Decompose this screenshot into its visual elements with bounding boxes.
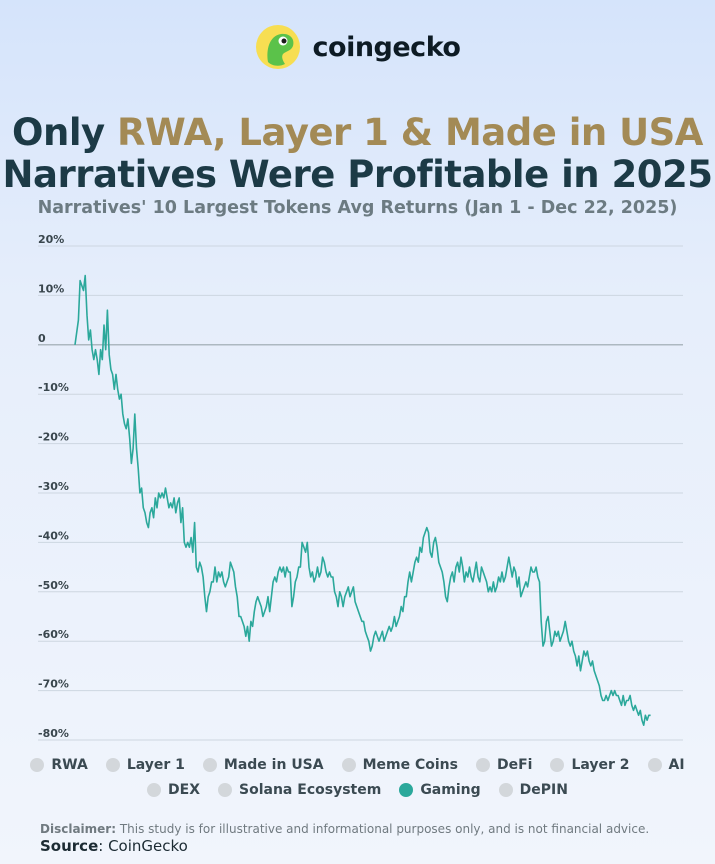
legend-label: DeFi xyxy=(496,757,533,773)
source-text: : CoinGecko xyxy=(98,837,188,855)
y-tick-label: -80% xyxy=(38,727,69,740)
headline-highlight: RWA, Layer 1 & Made in USA xyxy=(117,111,703,154)
legend-dot-icon xyxy=(550,758,565,772)
source: Source: CoinGecko xyxy=(40,837,188,855)
series-layer xyxy=(74,274,651,726)
legend-dot-icon xyxy=(105,758,120,772)
legend-label: Layer 1 xyxy=(126,757,185,773)
headline-line-2: Narratives Were Profitable in 2025 xyxy=(2,153,713,196)
line-chart: 20% 10% 0 -10% -20% -30% -40% -50% -60% -70% -80% xyxy=(38,233,683,741)
legend-label: Solana Ecosystem xyxy=(239,782,382,798)
legend-item-layer-1[interactable]: Layer 1 xyxy=(105,757,185,773)
disclaimer-label: Disclaimer: xyxy=(40,822,117,836)
legend-label: RWA xyxy=(51,757,88,773)
legend-dot-icon xyxy=(30,758,45,772)
y-tick-label: -70% xyxy=(38,678,69,691)
y-tick-label: -40% xyxy=(38,529,69,542)
gecko-logo-icon xyxy=(255,25,300,69)
legend-dot-icon xyxy=(218,783,233,797)
y-tick-labels: 20% 10% 0 -10% -20% -30% -40% -50% -60% -70% -80% xyxy=(38,233,69,740)
grid-layer xyxy=(38,245,683,741)
legend-item-meme-coins[interactable]: Meme Coins xyxy=(341,757,458,773)
legend-item-dex[interactable]: DEX xyxy=(147,782,200,798)
legend-item-gaming[interactable]: Gaming xyxy=(399,782,481,798)
source-label: Source xyxy=(40,837,99,855)
legend-row-1: RWA Layer 1 Made in USA Meme Coins DeFi Layer… xyxy=(0,757,715,773)
legend-dot-icon xyxy=(498,783,513,797)
series-line-gaming xyxy=(74,274,651,726)
legend-label: Made in USA xyxy=(223,757,324,773)
legend-item-solana-ecosystem[interactable]: Solana Ecosystem xyxy=(218,782,381,798)
brand-header: coingecko xyxy=(0,22,715,72)
legend-label: Meme Coins xyxy=(362,757,458,773)
y-tick-label: -50% xyxy=(38,579,69,592)
legend-item-ai[interactable]: AI xyxy=(647,757,685,773)
chart-subtitle: Narratives' 10 Largest Tokens Avg Return… xyxy=(37,198,678,218)
y-tick-label: -30% xyxy=(38,480,69,493)
legend-dot-icon xyxy=(202,758,217,772)
legend-dot-icon xyxy=(399,783,414,797)
legend-label: DePIN xyxy=(519,782,568,798)
legend-item-rwa[interactable]: RWA xyxy=(30,757,88,773)
legend-label: AI xyxy=(668,757,685,773)
y-tick-label: 0 xyxy=(38,332,46,345)
headline-line-1: Only RWA, Layer 1 & Made in USA xyxy=(0,112,715,154)
legend-label: Layer 2 xyxy=(571,757,630,773)
legend-dot-icon xyxy=(341,758,356,772)
y-tick-label: -60% xyxy=(38,628,69,641)
y-tick-label: -20% xyxy=(38,431,69,444)
legend-item-made-in-usa[interactable]: Made in USA xyxy=(202,757,324,773)
disclaimer: Disclaimer: This study is for illustrati… xyxy=(40,822,649,836)
legend-label: DEX xyxy=(168,782,201,798)
headline-prefix: Only xyxy=(12,111,118,154)
disclaimer-text: This study is for illustrative and infor… xyxy=(116,822,650,836)
legend-item-defi[interactable]: DeFi xyxy=(475,757,533,773)
legend-item-layer-2[interactable]: Layer 2 xyxy=(550,757,630,773)
y-tick-label: 10% xyxy=(38,282,64,295)
legend-item-depin[interactable]: DePIN xyxy=(498,782,568,798)
legend-row-2: DEX Solana Ecosystem Gaming DePIN xyxy=(0,782,715,798)
brand-name: coingecko xyxy=(312,31,461,63)
legend-dot-icon xyxy=(147,783,162,797)
legend-dot-icon xyxy=(647,758,662,772)
legend-label: Gaming xyxy=(420,782,481,798)
y-tick-label: -10% xyxy=(38,381,69,394)
legend-dot-icon xyxy=(475,758,490,772)
y-tick-label: 20% xyxy=(38,233,64,246)
headline: Only RWA, Layer 1 & Made in USA Narrativ… xyxy=(0,112,715,196)
